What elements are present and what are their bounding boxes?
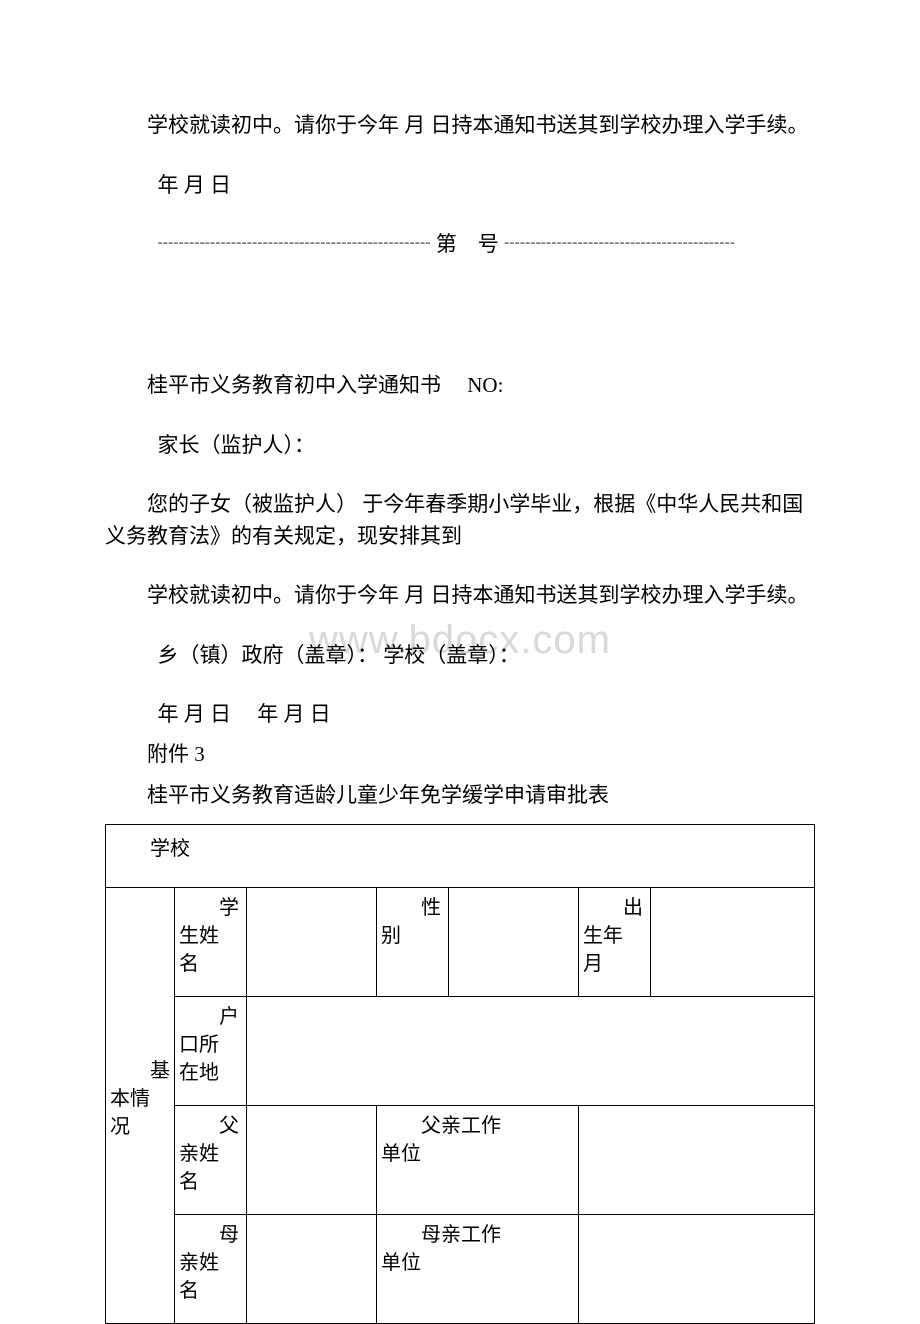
table-title: 桂平市义务教育适龄儿童少年免学缓学申请审批表	[105, 780, 815, 812]
spacer	[105, 289, 815, 321]
gender-value	[449, 887, 579, 996]
mother-work-label: 母亲工作 单位	[377, 1214, 579, 1323]
hukou-label: 户 口所 在地	[175, 996, 247, 1105]
table-row-hukou: 户 口所 在地	[106, 996, 815, 1105]
paragraph-3: 学校就读初中。请你于今年 月 日持本通知书送其到学校办理入学手续。	[105, 580, 815, 612]
document-content: 学校就读初中。请你于今年 月 日持本通知书送其到学校办理入学手续。 年 月 日 …	[105, 110, 815, 1324]
stamp-line: 乡（镇）政府（盖章）： 学校（盖章）：	[105, 640, 815, 672]
hukou-value	[247, 996, 815, 1105]
father-name-value	[247, 1105, 377, 1214]
mother-work-value	[579, 1214, 815, 1323]
divider-line: ┈┈┈┈┈┈┈┈┈┈┈┈┈ 第 号 ┈┈┈┈┈┈┈┈┈┈┈	[105, 229, 815, 261]
attachment-text: 附件 3	[147, 742, 205, 766]
table-row-mother: 母 亲姓 名 母亲工作 单位	[106, 1214, 815, 1323]
school-label: 学校	[110, 835, 810, 863]
basic-info-text-2: 本情	[110, 1085, 170, 1113]
student-name-value	[247, 887, 377, 996]
date-2: 年 月 日 年 月 日	[105, 699, 815, 731]
birth-value	[651, 887, 815, 996]
mother-name-value	[247, 1214, 377, 1323]
student-name-label: 学 生姓 名	[175, 887, 247, 996]
application-table: 学校 基 本情 况 学 生姓 名 性 别 出 生年 月	[105, 824, 815, 1324]
guardian-label: 家长（监护人）：	[105, 430, 815, 462]
basic-info-cell: 基 本情 况	[106, 887, 175, 1323]
birth-label: 出 生年 月	[579, 887, 651, 996]
father-work-value	[579, 1105, 815, 1214]
attachment-label: 附件 3	[105, 739, 815, 771]
school-cell: 学校	[106, 824, 815, 887]
table-row-student: 基 本情 况 学 生姓 名 性 别 出 生年 月	[106, 887, 815, 996]
table-row-school: 学校	[106, 824, 815, 887]
date-1: 年 月 日	[105, 170, 815, 202]
father-name-label: 父 亲姓 名	[175, 1105, 247, 1214]
basic-info-text-3: 况	[110, 1113, 170, 1141]
paragraph-1: 学校就读初中。请你于今年 月 日持本通知书送其到学校办理入学手续。	[105, 110, 815, 142]
gender-label: 性 别	[377, 887, 449, 996]
basic-info-text-1: 基	[110, 1057, 170, 1085]
mother-name-label: 母 亲姓 名	[175, 1214, 247, 1323]
notice-title: 桂平市义务教育初中入学通知书 NO:	[105, 370, 815, 402]
table-row-father: 父 亲姓 名 父亲工作 单位	[106, 1105, 815, 1214]
father-work-label: 父亲工作 单位	[377, 1105, 579, 1214]
paragraph-2: 您的子女（被监护人） 于今年春季期小学毕业，根据《中华人民共和国义务教育法》的有…	[105, 489, 815, 552]
